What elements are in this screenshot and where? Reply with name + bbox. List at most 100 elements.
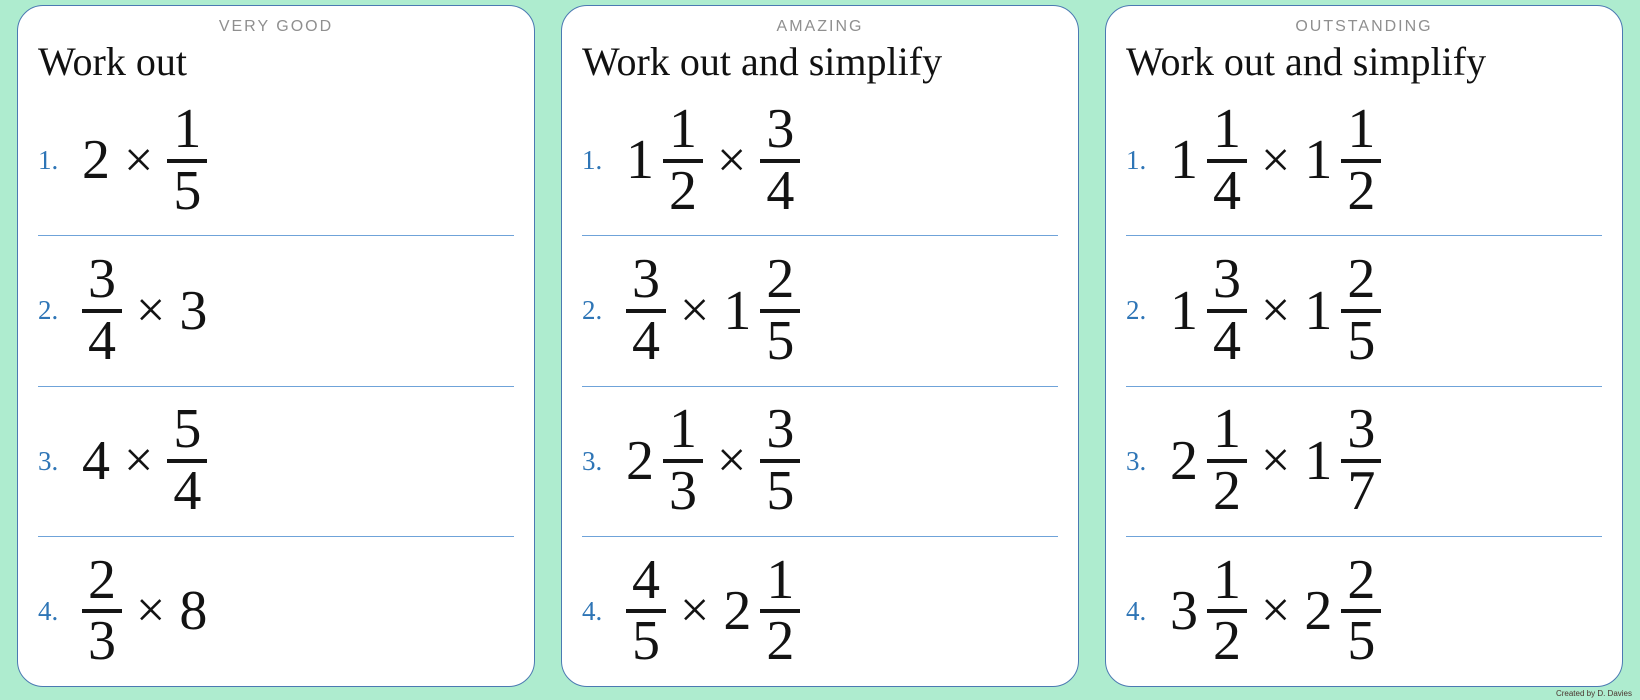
fraction-numerator: 1 — [1207, 101, 1247, 163]
whole-number: 2 — [1304, 580, 1333, 643]
whole-number: 1 — [1304, 129, 1333, 192]
problem-row: 4. 4 5 × 2 1 2 — [582, 535, 1058, 686]
problem-list: 1. 1 1 2 × 3 4 2. 3 4 × 1 2 5 3. 2 1 3 × 3 5 4. 4 5 × 2 1 2 — [582, 86, 1058, 686]
problem-number: 1. — [582, 145, 603, 176]
card-prompt: Work out and simplify — [582, 39, 943, 84]
whole-number: 1 — [723, 279, 752, 342]
math-expression: 2 3 × 8 — [82, 552, 208, 669]
card-prompt: Work out — [38, 39, 187, 84]
math-expression: 4 5 × 2 1 2 — [626, 552, 801, 673]
problem-row: 2. 3 4 × 3 — [38, 235, 514, 385]
whole-number: 1 — [1170, 279, 1198, 342]
problem-number: 2. — [38, 295, 59, 326]
math-expression: 4 × 5 4 — [82, 402, 208, 519]
fraction-denominator: 3 — [669, 460, 697, 523]
fraction-denominator: 4 — [766, 159, 795, 222]
fraction-denominator: 4 — [1213, 309, 1241, 372]
problem-number: 1. — [38, 145, 59, 176]
fraction-numerator: 1 — [1341, 101, 1382, 163]
fraction-denominator: 7 — [1347, 460, 1376, 523]
fraction-denominator: 2 — [1347, 159, 1376, 222]
fraction-numerator: 2 — [1341, 251, 1382, 313]
problem-number: 4. — [582, 595, 603, 626]
card-title: AMAZING — [776, 18, 864, 35]
whole-number: 2 — [626, 429, 654, 492]
math-expression: 1 3 4 × 1 2 5 — [1170, 251, 1382, 372]
times-sign: × — [717, 131, 747, 189]
fraction-denominator: 5 — [632, 610, 660, 673]
times-sign: × — [136, 582, 166, 640]
times-sign: × — [680, 281, 710, 339]
times-sign: × — [124, 131, 154, 189]
problem-row: 1. 1 1 2 × 3 4 — [582, 86, 1058, 235]
math-expression: 1 1 2 × 3 4 — [626, 101, 801, 222]
fraction-numerator: 1 — [663, 101, 703, 163]
fraction-numerator: 3 — [760, 101, 801, 163]
whole-number: 8 — [179, 580, 208, 643]
whole-number: 1 — [1304, 279, 1333, 342]
fraction-numerator: 2 — [1341, 552, 1382, 614]
times-sign: × — [680, 582, 710, 640]
factor: 2 — [82, 129, 110, 192]
problem-row: 3. 4 × 5 4 — [38, 385, 514, 536]
fraction-numerator: 1 — [1207, 402, 1247, 464]
math-expression: 2 × 1 5 — [82, 101, 208, 218]
whole-number: 3 — [179, 279, 208, 342]
whole-number: 1 — [1170, 129, 1198, 192]
problem-row: 3. 2 1 3 × 3 5 — [582, 385, 1058, 536]
fraction-numerator: 1 — [663, 402, 703, 464]
whole-number: 3 — [1170, 580, 1198, 643]
problem-number: 2. — [582, 295, 603, 326]
fraction-denominator: 4 — [1213, 159, 1241, 222]
fraction-denominator: 5 — [1347, 309, 1376, 372]
problem-row: 1. 1 1 4 × 1 1 2 — [1126, 86, 1602, 235]
problem-number: 3. — [1126, 445, 1147, 476]
card-amazing: AMAZING Work out and simplify 1. 1 1 2 × 3 4 2.… — [561, 5, 1079, 687]
fraction-numerator: 3 — [82, 251, 122, 313]
problem-number: 4. — [1126, 595, 1147, 626]
problem-row: 4. 3 1 2 × 2 2 5 — [1126, 535, 1602, 686]
times-sign: × — [1261, 131, 1291, 189]
factor: 8 — [179, 580, 208, 643]
times-sign: × — [136, 281, 166, 339]
credit-text: Created by D. Davies — [1555, 689, 1632, 698]
math-expression: 3 4 × 1 2 5 — [626, 251, 801, 369]
card-title: VERY GOOD — [218, 18, 334, 35]
fraction-numerator: 3 — [626, 251, 666, 313]
factor: 4 — [82, 433, 110, 489]
fraction-numerator: 5 — [167, 402, 208, 464]
fraction-denominator: 2 — [766, 610, 795, 673]
times-sign: × — [124, 432, 154, 490]
problem-list: 1. 2 × 1 5 2. 3 4 × 3 3. 4 × 5 4 4. 2 3 × 8 — [38, 86, 514, 686]
fraction-numerator: 3 — [1207, 251, 1247, 313]
math-expression: 2 1 3 × 3 5 — [626, 402, 801, 523]
whole-number: 2 — [82, 129, 110, 192]
card-title: OUTSTANDING — [1295, 18, 1433, 35]
times-sign: × — [1261, 281, 1291, 339]
